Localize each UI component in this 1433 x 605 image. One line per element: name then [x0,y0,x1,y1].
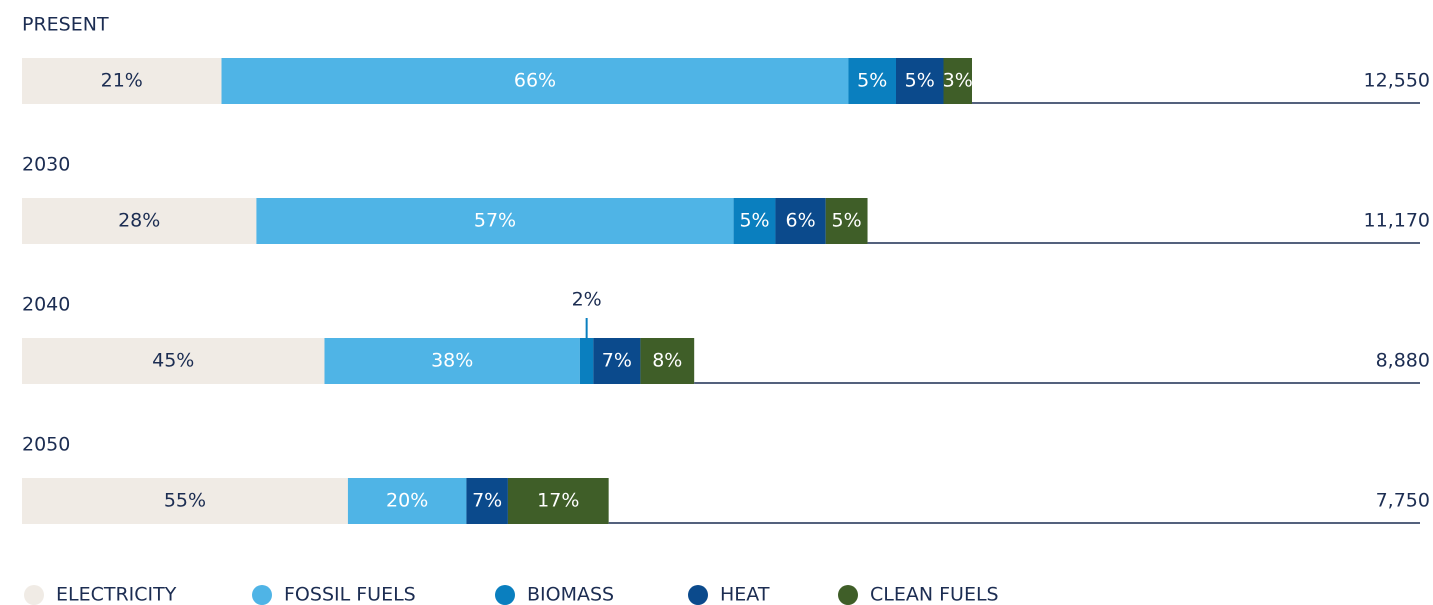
segment-label: 2% [572,289,602,311]
bar-segment [507,478,609,524]
bar-segment [324,338,580,384]
legend-label: BIOMASS [527,584,614,605]
bar-segment [22,198,257,244]
row-label: 2040 [22,294,70,316]
segment-label: 21% [101,70,143,92]
legend-label: HEAT [720,584,770,605]
total-label: 12,550 [1364,70,1430,92]
segment-label: 5% [739,210,769,232]
segment-label: 20% [386,490,428,512]
segment-label: 57% [474,210,516,232]
segment-label: 7% [602,350,632,372]
legend-swatch [495,585,515,605]
legend-label: CLEAN FUELS [870,584,999,605]
row-label: 2030 [22,154,70,176]
legend-swatch [24,585,44,605]
bar-segment [640,338,695,384]
legend-label: ELECTRICITY [56,584,177,605]
segment-label: 45% [152,350,194,372]
bar-segment [22,58,222,104]
bar-segment [593,338,641,384]
segment-label: 3% [943,70,973,92]
segment-label: 5% [905,70,935,92]
bar-segment [466,478,508,524]
bar-segment [848,58,896,104]
legend-swatch [688,585,708,605]
total-label: 8,880 [1376,350,1430,372]
bar-segment [775,198,826,244]
segment-label: 7% [472,490,502,512]
segment-label: 28% [118,210,160,232]
bar-segment [256,198,734,244]
segment-label: 5% [857,70,887,92]
bar-segment [22,338,325,384]
bar-segment [347,478,467,524]
legend-label: FOSSIL FUELS [284,584,416,605]
legend-swatch [252,585,272,605]
bar-segment [221,58,849,104]
segment-label: 55% [164,490,206,512]
legend-swatch [838,585,858,605]
bar-segment [825,198,868,244]
total-label: 7,750 [1376,490,1430,512]
total-label: 11,170 [1364,210,1430,232]
segment-label: 66% [514,70,556,92]
bar-segment [943,58,972,104]
bar-segment [896,58,944,104]
segment-label: 5% [832,210,862,232]
segment-label: 6% [785,210,815,232]
segment-label: 17% [537,490,579,512]
row-label: PRESENT [22,14,109,36]
row-label: 2050 [22,434,70,456]
bar-segment [579,338,594,384]
bar-segment [22,478,348,524]
segment-label: 38% [431,350,473,372]
bar-segment [733,198,776,244]
segment-label: 8% [652,350,682,372]
